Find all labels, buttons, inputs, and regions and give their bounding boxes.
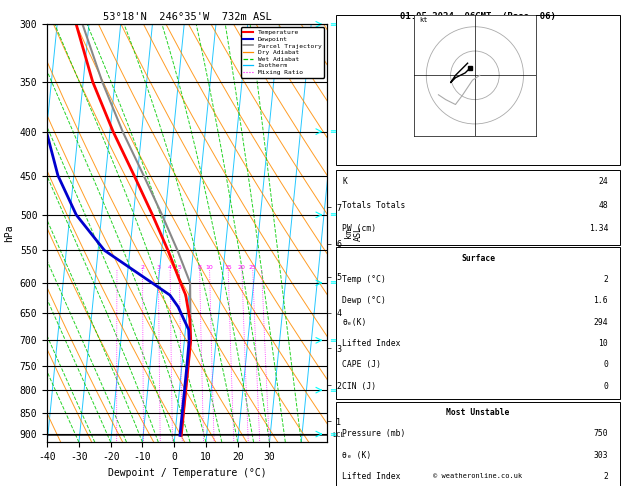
Text: 10: 10 (206, 265, 213, 270)
Text: 2: 2 (603, 275, 608, 284)
Text: Pressure (mb): Pressure (mb) (342, 430, 406, 438)
Text: 25: 25 (249, 265, 257, 270)
Text: 750: 750 (594, 430, 608, 438)
Y-axis label: hPa: hPa (4, 225, 14, 242)
Bar (336, 247, 620, 399)
Text: Lifted Index: Lifted Index (342, 472, 401, 481)
Text: 2: 2 (141, 265, 145, 270)
Text: ≡: ≡ (329, 336, 336, 345)
Text: 303: 303 (594, 451, 608, 460)
Text: ≡: ≡ (329, 278, 336, 287)
Text: ≡: ≡ (329, 127, 336, 136)
Text: K: K (342, 177, 347, 186)
Text: Surface: Surface (461, 254, 495, 262)
Text: 8: 8 (198, 265, 201, 270)
Text: ≡: ≡ (329, 20, 336, 29)
Text: 2: 2 (603, 472, 608, 481)
Text: 3: 3 (157, 265, 160, 270)
Text: © weatheronline.co.uk: © weatheronline.co.uk (433, 473, 523, 479)
Legend: Temperature, Dewpoint, Parcel Trajectory, Dry Adiabat, Wet Adiabat, Isotherm, Mi: Temperature, Dewpoint, Parcel Trajectory… (241, 27, 324, 78)
Text: PW (cm): PW (cm) (342, 224, 376, 233)
Text: Totals Totals: Totals Totals (342, 201, 406, 209)
Title: 53°18'N  246°35'W  732m ASL: 53°18'N 246°35'W 732m ASL (103, 12, 272, 22)
Text: CIN (J): CIN (J) (342, 382, 376, 391)
Text: Temp (°C): Temp (°C) (342, 275, 386, 284)
Text: kt: kt (419, 17, 428, 23)
Text: 10: 10 (598, 339, 608, 348)
Text: 24: 24 (598, 177, 608, 186)
Text: 294: 294 (594, 318, 608, 327)
Text: 1.34: 1.34 (589, 224, 608, 233)
Text: 5: 5 (177, 265, 181, 270)
Y-axis label: km
ASL: km ASL (344, 226, 364, 241)
Text: 48: 48 (598, 201, 608, 209)
Text: 20: 20 (238, 265, 246, 270)
X-axis label: Dewpoint / Temperature (°C): Dewpoint / Temperature (°C) (108, 468, 267, 478)
Bar (336, 170, 620, 245)
Text: θₑ(K): θₑ(K) (342, 318, 367, 327)
Text: 15: 15 (225, 265, 232, 270)
Text: θₑ (K): θₑ (K) (342, 451, 371, 460)
Text: 4: 4 (168, 265, 172, 270)
Text: 0: 0 (603, 361, 608, 369)
Text: ≡: ≡ (329, 210, 336, 219)
Text: 0: 0 (603, 382, 608, 391)
Text: CAPE (J): CAPE (J) (342, 361, 381, 369)
Text: ≡: ≡ (329, 430, 336, 438)
Text: 1.6: 1.6 (594, 296, 608, 305)
Text: Lifted Index: Lifted Index (342, 339, 401, 348)
Text: LCL: LCL (333, 433, 345, 438)
Bar (336, 402, 620, 486)
Text: ≡: ≡ (329, 385, 336, 395)
Text: Dewp (°C): Dewp (°C) (342, 296, 386, 305)
Bar (336, 15, 620, 165)
Text: 01.05.2024  06GMT  (Base: 06): 01.05.2024 06GMT (Base: 06) (400, 12, 556, 21)
Text: Most Unstable: Most Unstable (447, 408, 509, 417)
